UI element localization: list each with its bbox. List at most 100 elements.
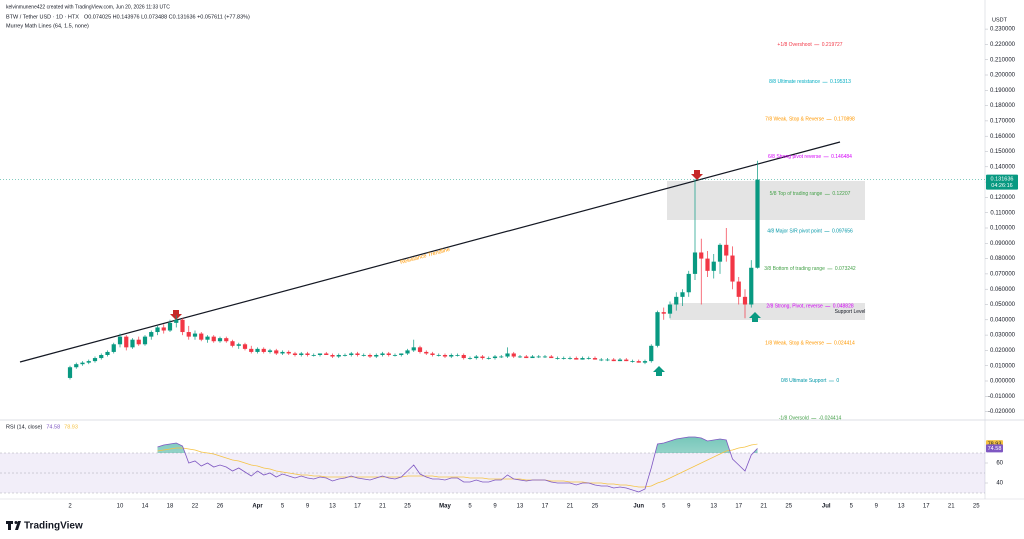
x-tick-label: 25	[404, 504, 411, 510]
candle-body	[249, 348, 254, 352]
candle-body	[536, 356, 541, 358]
murrey-level-name: -1/8 Oversold	[779, 416, 809, 422]
candle-body	[330, 354, 335, 357]
up-arrow	[653, 366, 665, 376]
candle-body	[486, 358, 491, 359]
y-tick-label: 0.110000	[990, 210, 1015, 216]
symbol-title: BTW / Tether USD · 1D · HTX	[6, 14, 79, 20]
x-tick-label: 13	[329, 504, 336, 510]
x-tick-label: 14	[142, 504, 149, 510]
murrey-level-name: 2/8 Strong, Pivot, reverse	[766, 304, 823, 310]
candle-body	[324, 353, 329, 355]
candle-body	[311, 354, 316, 356]
candle-body	[105, 351, 110, 355]
x-tick-label: Jun	[633, 504, 644, 510]
candle-body	[730, 255, 735, 282]
x-tick-label: 5	[468, 504, 472, 510]
countdown: 04:26:16	[991, 183, 1012, 189]
candle-body	[86, 361, 91, 363]
candle-body	[624, 359, 629, 362]
murrey-label: 2/8 Strong, Pivot, reverse 0.048828	[766, 304, 853, 310]
murrey-label: 7/8 Weak, Stop & Reverse 0.170898	[765, 117, 855, 123]
candle-body	[717, 244, 723, 262]
y-tick-label: 0.140000	[990, 164, 1016, 170]
candle-body	[211, 336, 216, 342]
candle-body	[299, 353, 304, 355]
rsi-ma-line	[157, 443, 758, 488]
candle-body	[67, 367, 73, 378]
brand-logo	[6, 521, 21, 530]
murrey-level-name: 4/8 Major S/R pivot point	[767, 229, 822, 235]
y-tick-label: 0.020000	[990, 348, 1016, 354]
candle-body	[511, 353, 516, 357]
candle-body	[386, 353, 391, 355]
candle-body	[305, 353, 310, 355]
candle-body	[480, 356, 485, 359]
x-tick-label: 17	[542, 504, 549, 510]
candle-body	[592, 358, 598, 360]
murrey-label: -1/8 Oversold -0.024414	[779, 416, 842, 422]
candle-body	[611, 359, 616, 362]
candle-body	[267, 350, 273, 352]
candle-body	[736, 281, 741, 297]
candle-body	[599, 359, 604, 361]
rsi-tag: 74.58	[988, 446, 1002, 452]
candle-body	[261, 348, 266, 352]
candle-body	[417, 347, 423, 352]
murrey-label: 8/8 Ultimate resistance 0.195313	[769, 79, 851, 85]
candle-body	[149, 332, 154, 337]
murrey-level-name: 3/8 Bottom of trading range	[764, 266, 825, 272]
candle-body	[136, 339, 141, 345]
candle-body	[680, 292, 685, 297]
murrey-level-name: 8/8 Ultimate resistance	[769, 79, 820, 85]
x-tick-label: 22	[192, 504, 199, 510]
candle-body	[92, 358, 98, 362]
candle-body	[630, 361, 635, 362]
rsi-line	[157, 436, 758, 493]
candle-body	[474, 356, 479, 359]
support-zone	[670, 303, 865, 320]
down-arrow	[691, 170, 703, 180]
murrey-level-name: 1/8 Weak, Stop & Reverse	[765, 341, 824, 347]
candle-body	[655, 312, 660, 346]
candle-body	[467, 358, 473, 359]
rsi-value: 74.58	[46, 424, 60, 430]
y-tick-label: 0.050000	[990, 302, 1016, 308]
y-tick-label: 0.210000	[990, 57, 1016, 63]
y-tick-label: 0.150000	[990, 149, 1016, 155]
support-label: Support Level	[835, 309, 866, 315]
murrey-level-value: 0.073242	[835, 266, 856, 272]
x-tick-label: 25	[785, 504, 792, 510]
murrey-level-value: 0.219727	[822, 42, 843, 48]
murrey-level-name: +1/8 Overshoot	[777, 42, 812, 48]
x-tick-label: 13	[898, 504, 905, 510]
y-tick-label: -0.010000	[988, 394, 1016, 400]
y-tick-label: 0.000000	[990, 379, 1016, 385]
y-tick-label: 0.120000	[990, 195, 1016, 201]
murrey-level-value: -0.024414	[819, 416, 842, 422]
candle-body	[167, 322, 173, 331]
candle-body	[161, 327, 166, 331]
murrey-label: 5/8 Top of trading range 0.12207	[770, 192, 851, 198]
x-tick-label: Jul	[822, 504, 831, 510]
candle-body	[80, 362, 85, 365]
candle-body	[555, 358, 560, 359]
candle-body	[374, 354, 379, 357]
candle-body	[667, 304, 673, 314]
candle-body	[499, 356, 504, 358]
murrey-level-value: 0.170898	[834, 117, 855, 123]
candle-body	[411, 347, 416, 351]
candle-body	[455, 354, 460, 356]
x-tick-label: 21	[379, 504, 386, 510]
indicator-title: Murrey Math Lines (64, 1.5, none)	[6, 23, 89, 29]
x-tick-label: 25	[973, 504, 980, 510]
candle-body	[524, 356, 529, 359]
candle-body	[286, 351, 291, 354]
candle-body	[649, 345, 654, 362]
candle-body	[130, 339, 135, 348]
candle-body	[199, 333, 204, 340]
x-tick-label: 17	[923, 504, 930, 510]
y-tick-label: 0.080000	[990, 256, 1016, 262]
murrey-level-value: 0.195313	[830, 79, 851, 85]
candle-body	[224, 338, 229, 342]
